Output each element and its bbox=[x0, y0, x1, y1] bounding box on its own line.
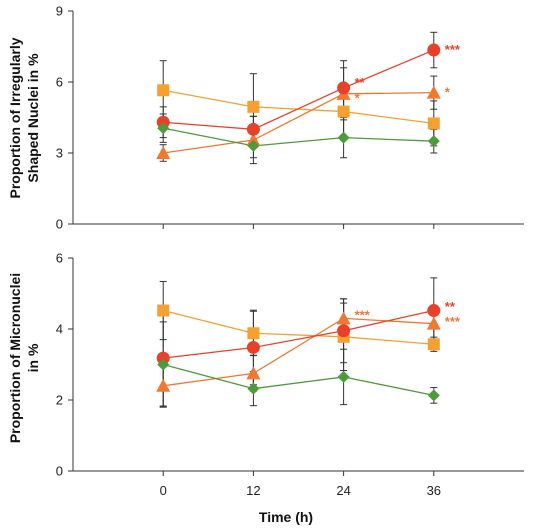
panel-irregular-nuclei: 0 3 6 9 Proportion of Irregularly Shaped Nucl… bbox=[7, 4, 524, 232]
x-tick-label: 0 bbox=[160, 483, 167, 498]
y-tick-label: 6 bbox=[56, 75, 63, 90]
data-point-circle bbox=[427, 304, 441, 318]
data-point-diamond bbox=[337, 370, 350, 383]
data-point-triangle bbox=[336, 311, 351, 325]
series-line-diamond bbox=[163, 363, 434, 397]
data-point-diamond bbox=[247, 139, 260, 152]
data-point-circle bbox=[246, 122, 260, 136]
significance-marker: * bbox=[445, 85, 451, 100]
y-tick-label: 4 bbox=[56, 322, 63, 337]
y-tick-label: 0 bbox=[56, 464, 63, 479]
y-tick-label: 9 bbox=[56, 4, 63, 19]
data-point-triangle bbox=[156, 378, 171, 392]
y-axis-title: Proportion of Micronuclei in % bbox=[7, 273, 41, 443]
data-point-square bbox=[157, 84, 170, 97]
significance-marker: *** bbox=[355, 308, 371, 323]
data-point-square bbox=[427, 338, 440, 351]
x-tick-label: 24 bbox=[336, 483, 350, 498]
data-point-triangle bbox=[246, 366, 261, 380]
significance-marker: *** bbox=[445, 42, 461, 57]
data-point-square bbox=[247, 327, 260, 340]
x-tick-label: 36 bbox=[427, 483, 441, 498]
y-axis-title-line: Shaped Nuclei in % bbox=[25, 53, 41, 183]
series-line-square bbox=[163, 309, 434, 345]
series-line-square bbox=[163, 89, 434, 125]
data-point-circle bbox=[246, 340, 260, 354]
data-point-diamond bbox=[337, 131, 350, 144]
series-line-triangle bbox=[163, 92, 434, 154]
significance-marker: ** bbox=[355, 75, 366, 90]
y-axis-title-line: Proportion of Irregularly bbox=[7, 37, 23, 198]
data-point-triangle bbox=[156, 146, 171, 159]
series-line-circle bbox=[163, 49, 435, 130]
data-point-circle bbox=[427, 43, 441, 57]
data-point-circle bbox=[337, 81, 351, 95]
y-tick-label: 0 bbox=[56, 217, 63, 232]
y-axis-title-line: in % bbox=[25, 343, 41, 372]
data-point-triangle bbox=[426, 316, 441, 330]
y-axis-title: Proportion of Irregularly Shaped Nuclei i… bbox=[7, 37, 41, 198]
y-tick-label: 3 bbox=[56, 146, 63, 161]
series-line-diamond bbox=[163, 127, 434, 147]
data-point-circle bbox=[156, 351, 170, 365]
data-point-diamond bbox=[427, 389, 440, 402]
data-point-diamond bbox=[427, 135, 440, 148]
x-axis-title: Time (h) bbox=[259, 509, 313, 525]
data-point-square bbox=[247, 100, 260, 113]
data-point-diamond bbox=[157, 122, 170, 135]
data-point-square bbox=[427, 117, 440, 130]
significance-marker: * bbox=[355, 91, 361, 106]
data-point-square bbox=[337, 105, 350, 118]
x-tick-label: 12 bbox=[246, 483, 260, 498]
series-line-circle bbox=[163, 309, 434, 359]
data-point-diamond bbox=[157, 358, 170, 371]
data-point-square bbox=[157, 304, 170, 317]
data-point-triangle bbox=[246, 132, 261, 146]
y-tick-label: 2 bbox=[56, 393, 63, 408]
y-tick-label: 6 bbox=[56, 251, 63, 266]
data-point-triangle bbox=[426, 85, 441, 99]
data-point-circle bbox=[337, 324, 351, 338]
data-point-diamond bbox=[247, 382, 260, 395]
significance-marker: ** bbox=[445, 299, 456, 314]
significance-marker: *** bbox=[445, 314, 461, 329]
y-axis-title-line: Proportion of Micronuclei bbox=[7, 273, 23, 443]
